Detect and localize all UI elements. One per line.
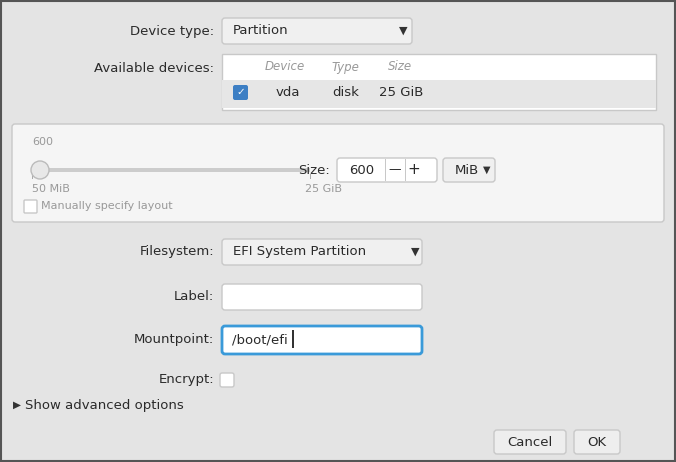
Bar bbox=[222, 54, 656, 110]
FancyBboxPatch shape bbox=[337, 158, 437, 182]
Text: vda: vda bbox=[276, 86, 300, 99]
Text: ▼: ▼ bbox=[399, 26, 407, 36]
Text: Label:: Label: bbox=[174, 291, 214, 304]
Text: Mountpoint:: Mountpoint: bbox=[134, 334, 214, 346]
Text: Show advanced options: Show advanced options bbox=[25, 399, 184, 412]
Text: Size: Size bbox=[388, 61, 412, 73]
Text: Device type:: Device type: bbox=[130, 25, 214, 38]
FancyBboxPatch shape bbox=[222, 18, 412, 44]
Text: 25 GiB: 25 GiB bbox=[305, 184, 342, 194]
Bar bbox=[32, 168, 310, 172]
Bar bbox=[405, 159, 406, 181]
Text: Type: Type bbox=[331, 61, 359, 73]
FancyBboxPatch shape bbox=[494, 430, 566, 454]
FancyBboxPatch shape bbox=[24, 200, 37, 213]
FancyBboxPatch shape bbox=[574, 430, 620, 454]
FancyBboxPatch shape bbox=[222, 239, 422, 265]
Text: 25 GiB: 25 GiB bbox=[379, 86, 423, 99]
FancyBboxPatch shape bbox=[443, 158, 495, 182]
Bar bbox=[222, 80, 656, 108]
FancyBboxPatch shape bbox=[220, 373, 234, 387]
FancyBboxPatch shape bbox=[233, 85, 248, 100]
Text: ▶: ▶ bbox=[13, 400, 21, 410]
Text: +: + bbox=[408, 163, 420, 177]
Bar bbox=[292, 330, 293, 348]
Text: 50 MiB: 50 MiB bbox=[32, 184, 70, 194]
Text: ✓: ✓ bbox=[236, 87, 245, 97]
Bar bbox=[385, 159, 386, 181]
Text: Device: Device bbox=[265, 61, 305, 73]
Circle shape bbox=[31, 161, 49, 179]
Text: Available devices:: Available devices: bbox=[94, 61, 214, 74]
FancyBboxPatch shape bbox=[222, 284, 422, 310]
Text: 600: 600 bbox=[32, 137, 53, 147]
Text: EFI System Partition: EFI System Partition bbox=[233, 245, 366, 259]
Text: OK: OK bbox=[587, 436, 606, 449]
Text: Size:: Size: bbox=[298, 164, 330, 176]
Text: Filesystem:: Filesystem: bbox=[139, 245, 214, 259]
Bar bbox=[310, 174, 311, 179]
Text: Partition: Partition bbox=[233, 24, 289, 37]
Text: /boot/efi: /boot/efi bbox=[232, 334, 288, 346]
FancyBboxPatch shape bbox=[222, 326, 422, 354]
Text: Encrypt:: Encrypt: bbox=[158, 373, 214, 387]
Bar bbox=[32, 174, 33, 179]
Text: Manually specify layout: Manually specify layout bbox=[41, 201, 172, 211]
Text: ▼: ▼ bbox=[411, 247, 419, 257]
Text: 600: 600 bbox=[349, 164, 375, 176]
Text: ▼: ▼ bbox=[483, 165, 491, 175]
Text: MiB: MiB bbox=[455, 164, 479, 176]
Text: disk: disk bbox=[333, 86, 360, 99]
FancyBboxPatch shape bbox=[12, 124, 664, 222]
Text: —: — bbox=[389, 164, 402, 176]
Bar bbox=[222, 54, 656, 110]
Text: Cancel: Cancel bbox=[508, 436, 552, 449]
